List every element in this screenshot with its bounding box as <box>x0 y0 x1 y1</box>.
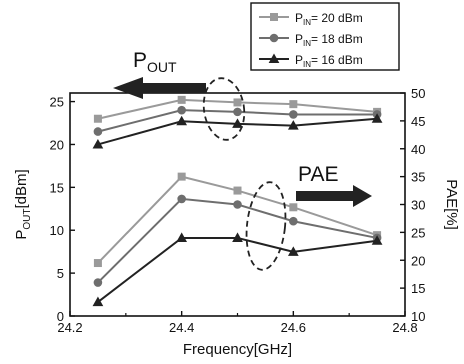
left-tick-label: 0 <box>57 309 64 324</box>
legend-label-rest: = 18 dBm <box>311 32 363 46</box>
triangle-marker <box>232 232 243 242</box>
circle-marker <box>289 216 298 226</box>
x-axis-label-main: Frequency <box>183 341 254 358</box>
triangle-marker <box>92 138 104 149</box>
pout-arrow <box>113 77 206 99</box>
x-axis-label: Frequency[GHz] <box>183 341 292 358</box>
circle-marker <box>177 194 186 204</box>
triangle-marker <box>287 120 299 130</box>
triangle-marker <box>268 53 280 63</box>
pae-ellipse <box>245 181 287 271</box>
circle-marker <box>233 107 242 117</box>
square-marker <box>270 13 278 21</box>
left-axis-label-main: P <box>13 230 30 240</box>
square-marker <box>289 100 298 109</box>
circle-marker <box>93 127 103 136</box>
legend-label: PIN= 20 dBm <box>295 11 363 27</box>
x-tick-label: 24.4 <box>169 320 194 335</box>
pae-line <box>97 236 378 303</box>
right-tick-label: 25 <box>411 225 425 240</box>
triangle-marker <box>232 118 243 128</box>
right-tick-label: 45 <box>411 114 425 129</box>
legend-label: PIN= 18 dBm <box>295 32 363 48</box>
series-triangle <box>92 113 383 307</box>
right-tick-label: 20 <box>411 253 425 268</box>
right-axis-label: PAE[%] <box>443 179 460 230</box>
circle-marker <box>289 110 298 119</box>
triangle-marker <box>92 296 104 307</box>
left-axis-label: POUT[dBm] <box>13 169 33 239</box>
right-tick-label: 35 <box>411 170 425 185</box>
square-marker <box>177 95 186 104</box>
legend-label-main: P <box>295 11 303 25</box>
pout-annotation-main: P <box>133 49 147 72</box>
triangle-marker <box>176 232 188 242</box>
right-tick-label: 30 <box>411 198 425 213</box>
pout-annotation-sub: OUT <box>147 59 177 75</box>
x-tick-label: 24.6 <box>281 320 306 335</box>
legend-label-rest: = 16 dBm <box>311 53 363 67</box>
pout-annotation-label: POUT <box>133 49 177 75</box>
left-tick-label: 10 <box>50 223 64 238</box>
chart-axes: 24.2 24.4 24.6 24.8 0 5 10 15 20 25 10 15 20 25 30 35 40… <box>13 86 460 358</box>
triangle-marker <box>287 246 299 256</box>
series-circle <box>93 105 382 287</box>
legend-label-sub: IN <box>303 60 311 69</box>
square-marker <box>93 114 102 123</box>
left-tick-label: 25 <box>50 95 64 110</box>
triangle-marker <box>371 113 383 123</box>
circle-marker <box>177 105 186 115</box>
circle-marker <box>93 278 103 287</box>
left-axis-label-unit: [dBm] <box>13 169 30 208</box>
triangle-marker <box>371 235 383 245</box>
right-tick-label: 40 <box>411 142 425 157</box>
square-marker <box>177 172 186 181</box>
square-marker <box>289 203 298 212</box>
right-tick-label: 15 <box>411 281 425 296</box>
chart-series <box>92 95 383 307</box>
pae-annotation-label: PAE <box>298 163 338 186</box>
x-tick-label: 24.2 <box>57 320 82 335</box>
legend-label-main: P <box>295 32 303 46</box>
legend-label-sub: IN <box>303 39 311 48</box>
right-tick-label: 10 <box>411 309 425 324</box>
legend-label-sub: IN <box>303 18 311 27</box>
circle-marker <box>269 33 279 43</box>
left-tick-label: 20 <box>50 137 64 152</box>
legend-label-rest: = 20 dBm <box>311 11 363 25</box>
left-axis-label-sub: OUT <box>22 209 33 230</box>
x-tick-label: 24.8 <box>392 320 417 335</box>
circle-marker <box>233 200 242 209</box>
legend-label: PIN= 16 dBm <box>295 53 363 69</box>
legend-label-main: P <box>295 53 303 67</box>
pae-arrow <box>296 185 372 207</box>
right-tick-label: 50 <box>411 86 425 101</box>
pout-ellipse <box>202 77 246 141</box>
square-marker <box>93 259 102 268</box>
square-marker <box>233 98 242 107</box>
triangle-marker <box>176 115 188 126</box>
left-tick-label: 5 <box>57 266 64 281</box>
left-tick-label: 15 <box>50 180 64 195</box>
square-marker <box>233 186 242 195</box>
x-axis-label-unit: [GHz] <box>254 341 292 358</box>
